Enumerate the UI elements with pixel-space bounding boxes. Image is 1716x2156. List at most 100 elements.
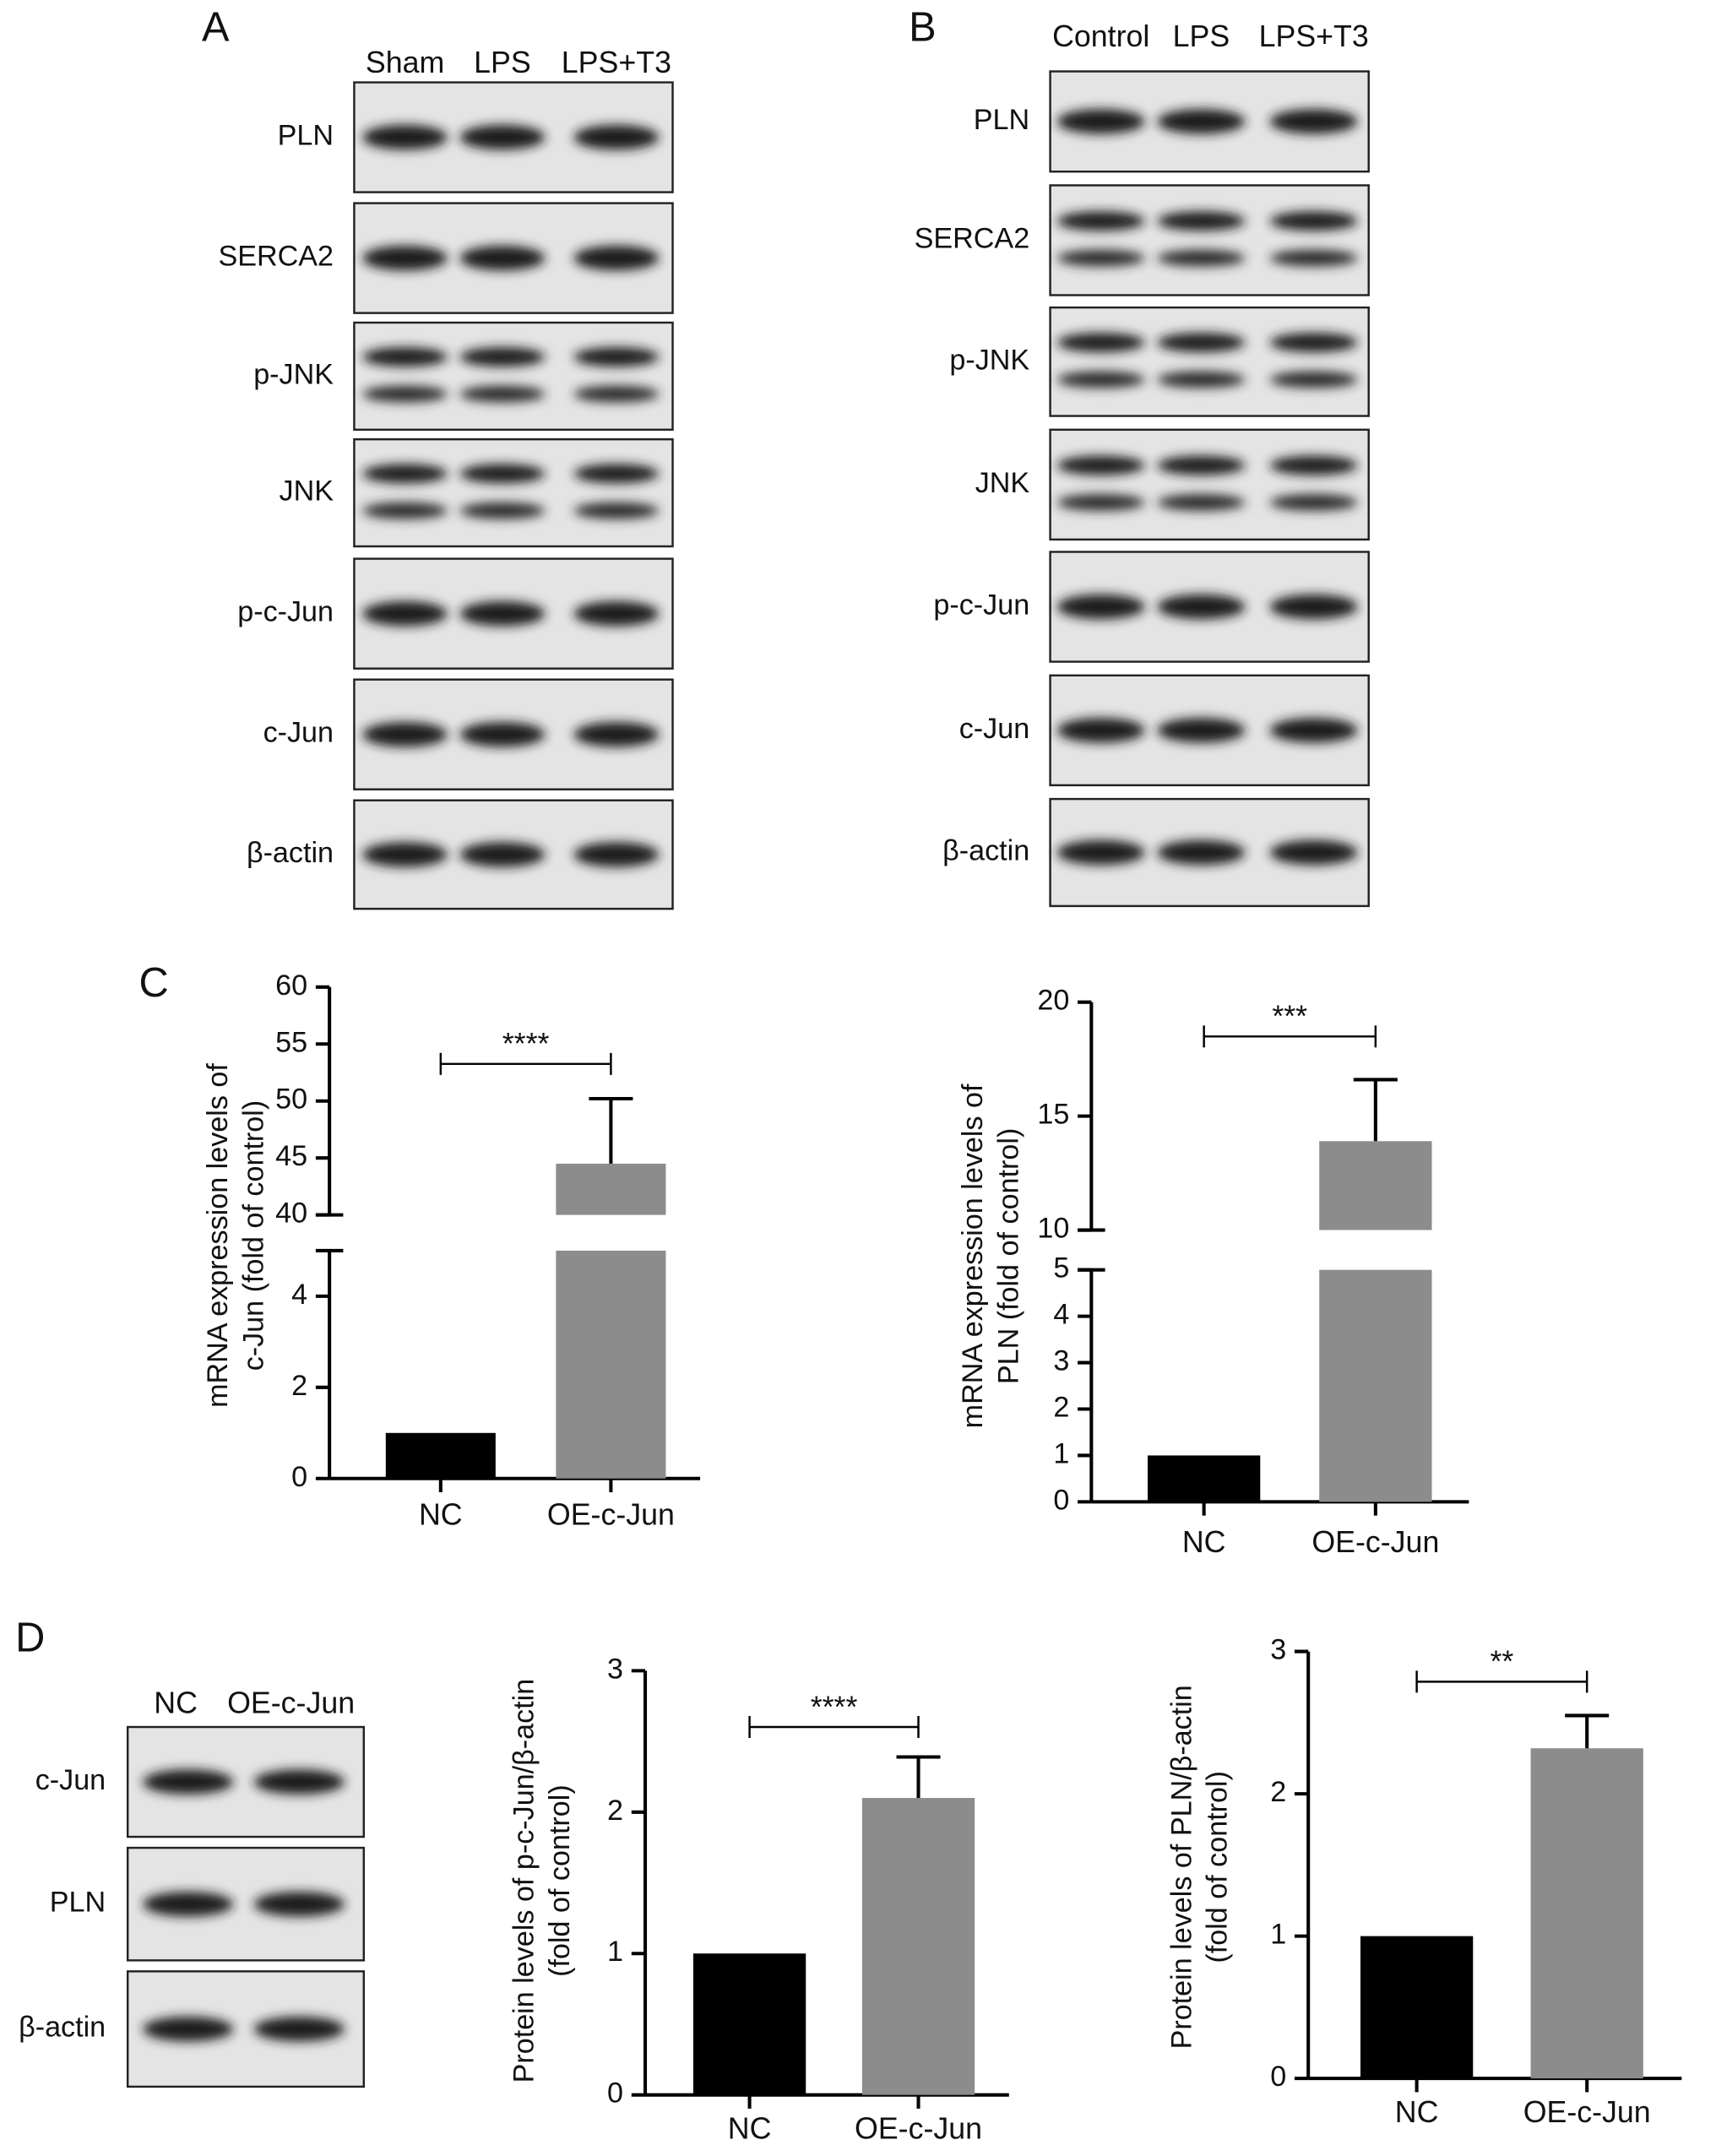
band <box>459 601 546 627</box>
bar <box>556 1163 666 1215</box>
y-tick-label: 1 <box>1053 1437 1069 1469</box>
panel-label: B <box>909 5 937 51</box>
y-tick-label: 45 <box>275 1140 307 1172</box>
y-tick-label: 0 <box>1270 2061 1286 2093</box>
error-bar <box>1565 1713 1610 1749</box>
y-tick-label: 3 <box>1053 1345 1069 1377</box>
bar <box>556 1250 666 1479</box>
bar <box>1319 1269 1432 1502</box>
y-tick-label: 5 <box>1053 1252 1069 1284</box>
band <box>362 722 448 747</box>
band <box>1157 494 1246 511</box>
band <box>459 502 546 519</box>
y-axis-label: Protein levels of p-c-Jun/β-actin <box>508 1679 540 2083</box>
band <box>459 464 546 484</box>
band <box>1056 594 1145 620</box>
y-tick-label: 15 <box>1037 1099 1069 1131</box>
bar <box>1360 1936 1474 2079</box>
bar <box>861 1798 975 2095</box>
band <box>1157 371 1246 388</box>
band <box>1157 249 1246 267</box>
error-bar <box>1353 1078 1398 1142</box>
y-axis-label: (fold of control) <box>544 1784 576 1977</box>
band <box>1056 109 1145 134</box>
row-label: p-c-Jun <box>237 596 334 628</box>
blot-frame <box>1049 184 1370 296</box>
blot-frame <box>353 437 674 548</box>
y-axis-label: Protein levels of PLN/β-actin <box>1165 1685 1197 2049</box>
band <box>573 842 660 867</box>
y-axis-label: c-Jun (fold of control) <box>237 1100 269 1371</box>
band <box>459 245 546 271</box>
band <box>362 385 448 403</box>
lane-label: Sham <box>366 46 444 79</box>
band <box>362 502 448 519</box>
y-tick-label: 60 <box>275 969 307 1002</box>
significance: ** <box>1490 1645 1513 1679</box>
row-label: p-c-Jun <box>933 589 1029 622</box>
band <box>573 347 660 367</box>
x-tick-label: NC <box>419 1498 463 1532</box>
row-label: PLN <box>278 120 334 152</box>
y-axis-label: PLN (fold of control) <box>992 1128 1024 1384</box>
band <box>1056 211 1145 231</box>
band <box>573 245 660 271</box>
y-tick-label: 0 <box>291 1461 307 1493</box>
row-label: β-actin <box>942 835 1029 867</box>
error-bar <box>589 1096 633 1164</box>
band <box>1157 211 1246 231</box>
y-tick-label: 1 <box>607 1936 623 1968</box>
band <box>459 347 546 367</box>
band <box>143 1892 234 1917</box>
x-tick-label: OE-c-Jun <box>547 1498 675 1532</box>
band <box>1269 455 1358 475</box>
band <box>1056 839 1145 866</box>
band <box>1056 371 1145 388</box>
y-axis-label: (fold of control) <box>1202 1771 1234 1963</box>
band <box>1269 333 1358 352</box>
lane-label: NC <box>154 1686 198 1719</box>
y-tick-label: 4 <box>1053 1299 1069 1331</box>
y-axis-label: mRNA expression levels of <box>957 1083 989 1428</box>
y-tick-label: 40 <box>275 1197 307 1230</box>
row-label: p-JNK <box>253 358 334 390</box>
band <box>459 385 546 403</box>
significance: *** <box>1272 1000 1307 1034</box>
bar <box>1148 1455 1261 1502</box>
row-label: PLN <box>974 104 1029 136</box>
band <box>1269 718 1358 743</box>
band <box>573 464 660 484</box>
y-tick-label: 50 <box>275 1083 307 1116</box>
blot-frame <box>1049 306 1370 417</box>
band <box>1269 494 1358 511</box>
error-bar <box>896 1755 941 1799</box>
band <box>253 1892 345 1917</box>
y-tick-label: 3 <box>1270 1634 1286 1666</box>
y-tick-label: 0 <box>1053 1484 1069 1516</box>
row-label: PLN <box>50 1887 106 1919</box>
row-label: p-JNK <box>949 344 1029 376</box>
panel-label: D <box>15 1615 45 1660</box>
panel-label: A <box>202 5 230 51</box>
band <box>573 601 660 627</box>
lane-label: LPS+T3 <box>562 46 671 79</box>
y-tick-label: 20 <box>1037 985 1069 1017</box>
band <box>1056 333 1145 352</box>
band <box>362 124 448 150</box>
y-tick-label: 0 <box>607 2077 623 2110</box>
bar <box>1530 1748 1643 2079</box>
y-tick-label: 3 <box>607 1653 623 1685</box>
significance: **** <box>811 1690 858 1724</box>
y-tick-label: 2 <box>1053 1392 1069 1424</box>
band <box>362 347 448 367</box>
band <box>1269 839 1358 866</box>
lane-label: LPS <box>1173 19 1230 53</box>
band <box>1157 109 1246 134</box>
band <box>573 722 660 747</box>
band <box>573 385 660 403</box>
band <box>1157 333 1246 352</box>
x-tick-label: NC <box>1182 1525 1226 1559</box>
blot-frame <box>353 321 674 432</box>
row-label: JNK <box>975 467 1030 499</box>
